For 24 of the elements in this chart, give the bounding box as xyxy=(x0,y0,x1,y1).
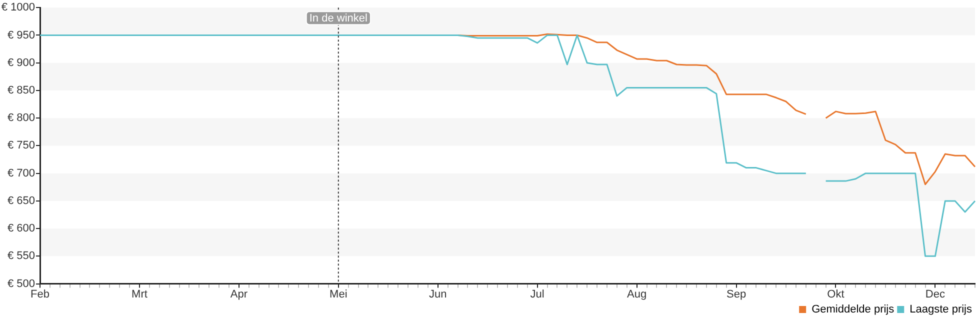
x-tick-label: Feb xyxy=(30,288,50,300)
y-tick-label: € 650 xyxy=(7,194,35,207)
legend-label: Gemiddelde prijs xyxy=(812,304,895,316)
y-tick-label: € 950 xyxy=(7,29,35,42)
y-tick-label: € 550 xyxy=(7,250,35,262)
x-tick-label: Jun xyxy=(428,288,447,300)
y-tick-label: € 900 xyxy=(7,56,35,69)
legend-label: Laagste prijs xyxy=(910,304,972,316)
x-tick-label: Mei xyxy=(330,288,348,300)
x-tick-label: Jul xyxy=(530,288,544,300)
y-tick-label: € 800 xyxy=(7,112,35,124)
y-tick-label: € 600 xyxy=(7,222,35,235)
x-tick-label: Sep xyxy=(726,288,746,300)
x-tick-label: Aug xyxy=(627,288,647,300)
y-tick-label: € 500 xyxy=(7,278,35,290)
x-tick-label: Okt xyxy=(827,288,844,300)
x-tick-label: Mrt xyxy=(132,288,148,300)
x-tick-label: Dec xyxy=(925,288,946,300)
y-tick-label: € 1000 xyxy=(1,2,35,14)
y-tick-label: € 750 xyxy=(7,140,35,152)
y-tick-label: € 700 xyxy=(7,167,35,180)
x-tick-label: Apr xyxy=(230,288,248,300)
ref-line-label: In de winkel xyxy=(309,12,368,25)
y-tick-label: € 850 xyxy=(7,84,35,96)
